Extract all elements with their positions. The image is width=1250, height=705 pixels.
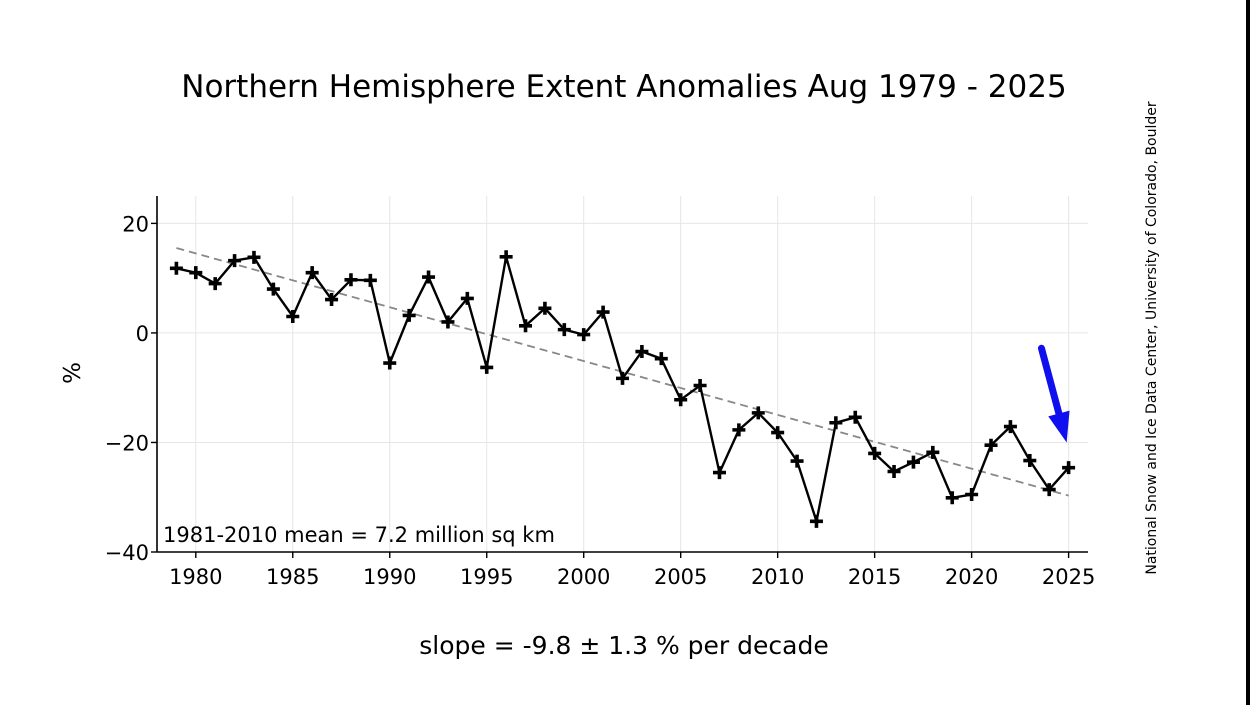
data-point: [480, 360, 494, 374]
data-point: [189, 266, 203, 280]
data-point: [674, 393, 688, 407]
x-tick-label: 2015: [848, 565, 901, 589]
data-point: [499, 250, 513, 264]
data-point: [519, 319, 533, 333]
x-tick-label: 2000: [557, 565, 610, 589]
credit-label: National Snow and Ice Data Center, Unive…: [1144, 101, 1160, 575]
y-tick-label: −20: [105, 431, 149, 455]
x-tick-label: 1980: [169, 565, 222, 589]
x-tick-label: 2025: [1042, 565, 1095, 589]
data-point: [693, 379, 707, 393]
data-point: [887, 464, 901, 478]
data-point: [402, 308, 416, 322]
data-point: [363, 273, 377, 287]
data-point: [228, 254, 242, 268]
data-point: [965, 487, 979, 501]
series-line: [176, 255, 1070, 527]
data-point: [344, 273, 358, 287]
data-point: [441, 315, 455, 329]
x-tick-label: 1995: [460, 565, 513, 589]
data-point: [1023, 454, 1037, 468]
x-tick-label: 1985: [266, 565, 319, 589]
data-point: [1062, 461, 1076, 475]
slope-label: slope = -9.8 ± 1.3 % per decade: [419, 631, 828, 660]
data-point: [577, 328, 591, 342]
data-point: [247, 250, 261, 264]
data-point: [868, 446, 882, 460]
data-point: [635, 345, 649, 359]
data-point: [208, 277, 222, 291]
data-point: [945, 491, 959, 505]
data-point: [422, 270, 436, 284]
data-layer: [169, 250, 1076, 528]
highlight-arrow: [1037, 344, 1070, 443]
x-tick-label: 2010: [751, 565, 804, 589]
x-tick-label: 2005: [654, 565, 707, 589]
data-point: [383, 356, 397, 370]
data-point: [616, 371, 629, 385]
mean-annotation: 1981-2010 mean = 7.2 million sq km: [163, 523, 555, 547]
data-point: [460, 291, 474, 305]
data-point: [596, 305, 610, 319]
y-tick-label: 0: [136, 322, 149, 346]
data-point: [751, 406, 765, 420]
x-tick-label: 1990: [363, 565, 416, 589]
axes: [156, 196, 1088, 553]
trend-line: [176, 247, 1069, 497]
arrow-shaft: [1037, 344, 1063, 417]
data-point: [325, 293, 339, 307]
frame-edge: [1246, 0, 1250, 705]
data-point: [538, 301, 552, 315]
data-point: [790, 454, 804, 468]
data-point: [732, 423, 746, 437]
data-point: [1042, 483, 1056, 497]
y-ticks: −40 −20 0 20: [105, 212, 157, 565]
data-point: [266, 282, 280, 296]
y-tick-label: −40: [105, 541, 149, 565]
data-point: [1003, 420, 1017, 434]
data-point: [169, 261, 183, 275]
data-point: [654, 352, 668, 366]
data-point: [305, 266, 319, 280]
data-point: [848, 410, 862, 424]
data-point: [557, 323, 571, 337]
data-point: [712, 466, 726, 480]
arrow-head: [1048, 410, 1070, 443]
data-point: [829, 416, 843, 430]
trend-layer: [176, 247, 1069, 497]
data-point: [771, 426, 785, 440]
grid: [157, 196, 1088, 552]
data-point: [809, 514, 823, 528]
data-point: [906, 455, 920, 469]
x-ticks: 1980 1985 1990 1995 2000 2005 2010 2015 2020 2025: [169, 552, 1095, 589]
data-point: [984, 438, 998, 452]
data-point: [926, 445, 940, 459]
data-point: [286, 309, 300, 323]
y-axis-label: %: [60, 362, 86, 384]
y-tick-label: 20: [122, 212, 149, 236]
x-tick-label: 2020: [945, 565, 998, 589]
chart-title: Northern Hemisphere Extent Anomalies Aug…: [181, 69, 1066, 105]
